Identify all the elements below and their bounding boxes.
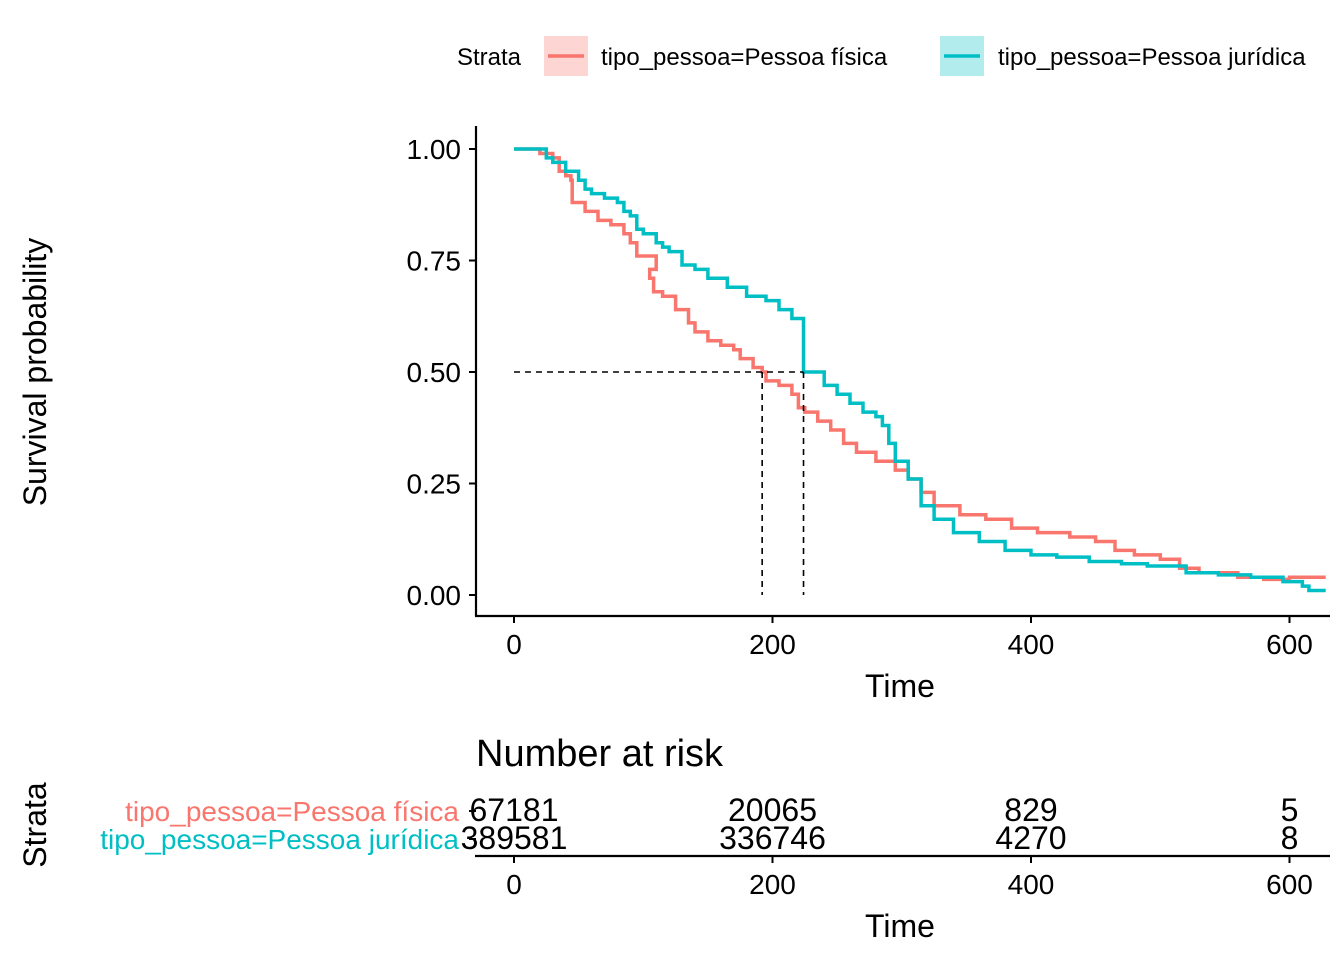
risk-x-tick-label: 0 bbox=[506, 869, 522, 900]
y-tick-label: 0.25 bbox=[407, 469, 462, 500]
risk-table: Number at risk 67181 20065 829 5 389581 33674… bbox=[17, 733, 1330, 944]
risk-cell: 5 bbox=[1281, 792, 1299, 828]
risk-cell: 67181 bbox=[470, 792, 559, 828]
risk-cell: 336746 bbox=[719, 820, 826, 856]
risk-x-axis-title: Time bbox=[865, 908, 935, 944]
y-tick-label: 1.00 bbox=[407, 134, 462, 165]
legend-label-1: tipo_pessoa=Pessoa física bbox=[601, 44, 888, 71]
risk-row-labels: tipo_pessoa=Pessoa físicatipo_pessoa=Pes… bbox=[100, 796, 476, 855]
x-axis-ticks: 0 200 400 600 bbox=[506, 616, 1313, 660]
legend-title: Strata bbox=[457, 44, 522, 71]
risk-cells: 67181 20065 829 5 389581 336746 4270 8 bbox=[461, 792, 1299, 856]
y-axis-title: Survival probability bbox=[17, 238, 53, 507]
median-lines bbox=[514, 371, 805, 595]
legend-label-2: tipo_pessoa=Pessoa jurídica bbox=[998, 44, 1306, 71]
y-tick-label: 0.50 bbox=[407, 357, 462, 388]
survival-plot: 0.00 0.25 0.50 0.75 1.00 0 200 400 600 Time Sur… bbox=[17, 126, 1330, 704]
legend: Strata tipo_pessoa=Pessoa física tipo_pe… bbox=[457, 36, 1306, 76]
risk-y-axis-title: Strata bbox=[17, 782, 53, 868]
survival-curve-1 bbox=[514, 147, 1326, 582]
risk-cell: 8 bbox=[1281, 820, 1299, 856]
risk-x-tick-label: 600 bbox=[1266, 869, 1313, 900]
y-tick-label: 0.75 bbox=[407, 246, 462, 277]
x-tick-label: 400 bbox=[1008, 629, 1055, 660]
risk-cell: 4270 bbox=[995, 820, 1066, 856]
risk-row-label-1: tipo_pessoa=Pessoa física bbox=[125, 796, 459, 827]
x-tick-label: 200 bbox=[749, 629, 796, 660]
risk-cell: 20065 bbox=[728, 792, 817, 828]
risk-cell: 829 bbox=[1004, 792, 1057, 828]
risk-x-axis-ticks: 0 200 400 600 bbox=[506, 856, 1313, 900]
risk-row-label-2: tipo_pessoa=Pessoa jurídica bbox=[100, 824, 459, 855]
survival-curve-2 bbox=[514, 147, 1326, 593]
x-tick-label: 600 bbox=[1266, 629, 1313, 660]
risk-x-tick-label: 400 bbox=[1008, 869, 1055, 900]
risk-table-title: Number at risk bbox=[476, 733, 724, 775]
x-axis-title: Time bbox=[865, 668, 935, 704]
risk-x-tick-label: 200 bbox=[749, 869, 796, 900]
survival-curves bbox=[514, 147, 1326, 593]
x-tick-label: 0 bbox=[506, 629, 522, 660]
y-axis-ticks: 0.00 0.25 0.50 0.75 1.00 bbox=[407, 134, 476, 611]
y-tick-label: 0.00 bbox=[407, 580, 462, 611]
risk-cell: 389581 bbox=[461, 820, 568, 856]
